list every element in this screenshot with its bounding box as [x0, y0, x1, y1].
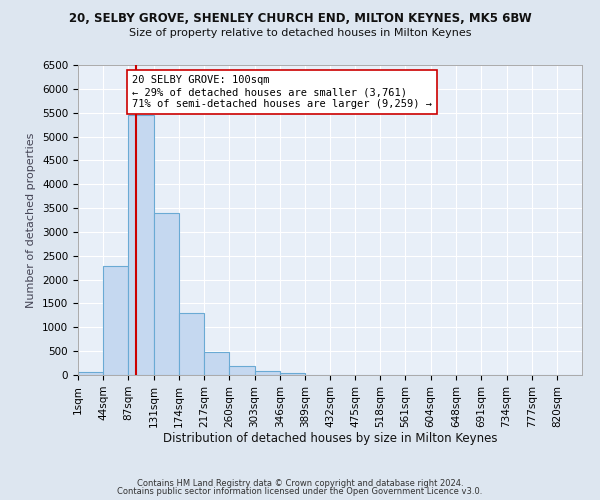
Bar [229, 366, 254, 375]
X-axis label: Distribution of detached houses by size in Milton Keynes: Distribution of detached houses by size … [163, 432, 497, 446]
Bar [128, 114, 154, 375]
Text: Size of property relative to detached houses in Milton Keynes: Size of property relative to detached ho… [129, 28, 471, 38]
Text: 20 SELBY GROVE: 100sqm
← 29% of detached houses are smaller (3,761)
71% of semi-: 20 SELBY GROVE: 100sqm ← 29% of detached… [132, 76, 432, 108]
Bar [78, 372, 103, 375]
Text: Contains public sector information licensed under the Open Government Licence v3: Contains public sector information licen… [118, 487, 482, 496]
Bar [103, 266, 128, 375]
Text: 20, SELBY GROVE, SHENLEY CHURCH END, MILTON KEYNES, MK5 6BW: 20, SELBY GROVE, SHENLEY CHURCH END, MIL… [68, 12, 532, 26]
Bar [179, 312, 204, 375]
Bar [204, 352, 229, 375]
Text: Contains HM Land Registry data © Crown copyright and database right 2024.: Contains HM Land Registry data © Crown c… [137, 478, 463, 488]
Bar [154, 214, 179, 375]
Bar [280, 374, 305, 375]
Bar [254, 370, 280, 375]
Y-axis label: Number of detached properties: Number of detached properties [26, 132, 37, 308]
